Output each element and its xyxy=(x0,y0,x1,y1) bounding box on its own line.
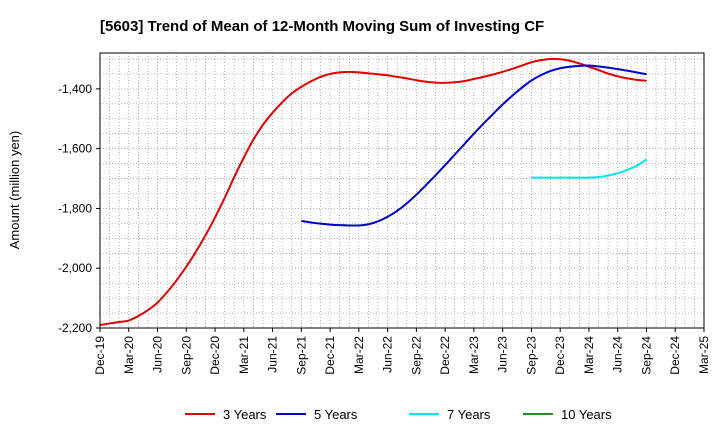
x-tick-label: Dec-22 xyxy=(438,336,452,375)
x-tick-label: Sep-22 xyxy=(409,336,423,375)
legend-label: 5 Years xyxy=(314,407,358,422)
x-tick-label: Sep-21 xyxy=(294,336,308,375)
x-tick-label: Dec-21 xyxy=(323,336,337,375)
y-tick-label: -1,600 xyxy=(58,142,92,156)
x-tick-label: Jun-22 xyxy=(381,336,395,373)
x-tick-label: Mar-21 xyxy=(237,336,251,374)
x-tick-label: Jun-20 xyxy=(151,336,165,373)
x-tick-label: Dec-23 xyxy=(553,336,567,375)
x-tick-label: Dec-24 xyxy=(668,336,682,375)
x-tick-label: Jun-21 xyxy=(266,336,280,373)
chart-title: [5603] Trend of Mean of 12-Month Moving … xyxy=(100,18,544,35)
legend: 3 Years 5 Years 7 Years 10 Years xyxy=(185,407,612,422)
x-tick-label: Mar-24 xyxy=(582,336,596,374)
x-tick-label: Jun-23 xyxy=(496,336,510,373)
y-tick-label: -2,200 xyxy=(58,321,92,335)
plot-border xyxy=(99,52,705,329)
x-tick-label: Mar-25 xyxy=(697,336,711,374)
x-axis: Dec-19 Mar-20 Jun-20 Sep-20 Dec-20 Mar-21 Jun-… xyxy=(93,328,711,375)
grid xyxy=(100,53,704,328)
plot-area xyxy=(100,53,704,328)
series-layer xyxy=(99,57,648,326)
series-line-7-years xyxy=(531,158,648,179)
x-tick-label: Mar-20 xyxy=(122,336,136,374)
x-tick-label: Sep-24 xyxy=(639,336,653,375)
legend-label: 10 Years xyxy=(561,407,612,422)
x-tick-label: Sep-23 xyxy=(524,336,538,375)
x-tick-label: Jun-24 xyxy=(611,336,625,373)
x-tick-label: Mar-23 xyxy=(467,336,481,374)
y-axis: -1,400 -1,600 -1,800 -2,000 -2,200 xyxy=(58,82,100,335)
y-axis-label: Amount (million yen) xyxy=(7,131,22,250)
series-line-5-years xyxy=(301,64,647,227)
y-tick-label: -2,000 xyxy=(58,261,92,275)
x-tick-label: Dec-20 xyxy=(208,336,222,375)
x-tick-label: Sep-20 xyxy=(179,336,193,375)
legend-label: 3 Years xyxy=(223,407,267,422)
legend-label: 7 Years xyxy=(447,407,491,422)
x-tick-label: Mar-22 xyxy=(352,336,366,374)
y-tick-label: -1,400 xyxy=(58,82,92,96)
x-tick-label: Dec-19 xyxy=(93,336,107,375)
y-tick-label: -1,800 xyxy=(58,201,92,215)
series-line-3-years xyxy=(99,57,647,326)
